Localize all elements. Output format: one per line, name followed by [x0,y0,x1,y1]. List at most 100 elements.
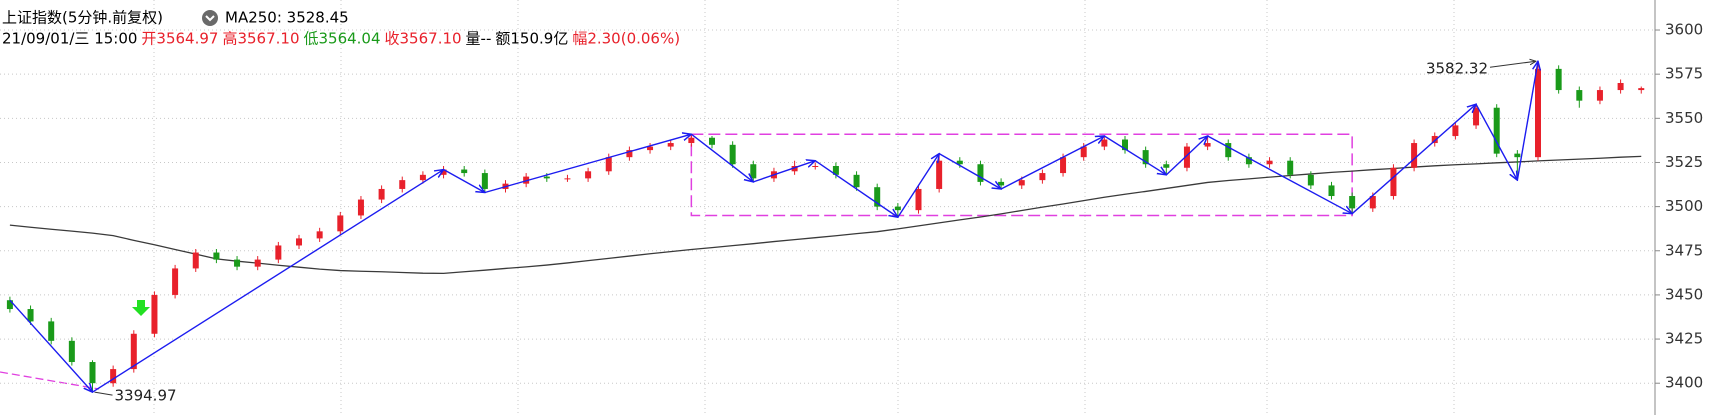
candle-body [1080,146,1087,158]
settings-icon-glyph [205,15,215,22]
high-pointer [1489,61,1536,68]
candle-body [68,340,75,363]
candle-body [110,369,117,384]
zigzag-segment [443,168,485,193]
quote-bar: 21/09/01/三 15:00 开3564.97 高3567.10 低3564.04… [2,30,680,48]
candle-body [729,144,736,165]
candle-body [481,173,488,189]
candle-body [1473,107,1480,126]
candle-body [316,231,323,239]
candle-body [1142,150,1149,165]
low-pointer [94,391,113,396]
candle-body [688,137,695,144]
zigzag-segment [1516,61,1538,181]
y-tick-label: 3525 [1665,153,1703,171]
candle-body [585,171,592,179]
candle-body [1617,83,1624,91]
candle-body [1163,164,1170,168]
quote-item: 幅2.30(0.06%) [572,30,680,48]
candle-body [1328,185,1335,197]
candle-body [936,160,943,189]
candle-body [750,164,757,179]
zigzag-segment [484,134,691,194]
candle-body [874,187,881,207]
candle-body [1411,143,1418,168]
candle-body [1018,180,1025,186]
candle-body [1287,160,1294,175]
candle-body [812,166,819,167]
candle-body [1555,68,1562,91]
candle-body [357,199,364,216]
quote-item: 开3564.97 [141,30,218,48]
zigzag-segment [92,170,444,393]
y-tick-label: 3600 [1665,21,1703,39]
candle-body [1576,90,1583,101]
quote-item: 额150.9亿 [495,30,568,48]
quote-item: 量-- [466,30,492,48]
candle-body [192,252,199,269]
candle-body [296,238,302,246]
candle-body [1369,196,1376,209]
candle-body [1493,107,1500,154]
zigzag-segment [938,153,1001,189]
candle-body [626,150,633,158]
candle-body [419,174,426,181]
y-tick-label: 3425 [1665,330,1703,348]
zigzag-segment [814,160,898,218]
candle-body [172,268,179,295]
zigzag-segment [1165,136,1207,176]
candle-body [1390,167,1397,197]
candle-body [1039,173,1046,181]
zigzag-segment [9,299,93,392]
zigzag-segment [1000,136,1104,190]
candle-body [543,176,550,179]
candle-body [275,245,282,260]
signal-arrow [132,300,150,316]
candle-body [89,362,96,384]
candle-body [605,157,612,172]
ma-line [9,155,1642,275]
candle-body [667,143,674,147]
indicator-label: MA250: 3528.45 [225,9,349,27]
y-tick-label: 3400 [1665,374,1703,392]
trend-line [0,371,100,390]
zigzag-segment [897,154,939,218]
candle-body [564,178,571,180]
candle-body [791,166,798,172]
candle-body [894,206,901,211]
candle-body [130,333,137,370]
candle-body [6,300,13,310]
candle-body [998,181,1005,186]
candle-body [48,321,55,341]
y-tick-label: 3575 [1665,65,1703,83]
candle-body [977,164,984,182]
candle-body [853,174,860,188]
candle-body [709,137,715,145]
quote-item: 收3567.10 [385,30,462,48]
candle-body [399,180,406,189]
candle-body [1225,143,1232,158]
candle-body [234,259,241,267]
candle-body [213,252,220,260]
candle-body [254,259,261,267]
quote-item: 高3567.10 [222,30,299,48]
candle-body [1183,146,1190,168]
quote-item: 低3564.04 [303,30,380,48]
low-label: 3394.97 [115,387,177,405]
candle-body [1452,125,1459,136]
zigzag-segment [1475,103,1517,180]
zigzag-segment [1207,135,1353,214]
settings-icon[interactable] [202,10,218,26]
candle-body [956,160,963,165]
candle-body [1204,143,1211,147]
candle-body [1122,139,1128,151]
candle-body [1431,135,1438,144]
candle-body [1596,90,1603,101]
candle-body [461,169,468,174]
candle-body [337,215,344,232]
y-tick-label: 3450 [1665,285,1703,303]
candle-body [1514,153,1521,158]
candle-body [151,294,158,334]
range-box [690,133,1353,217]
